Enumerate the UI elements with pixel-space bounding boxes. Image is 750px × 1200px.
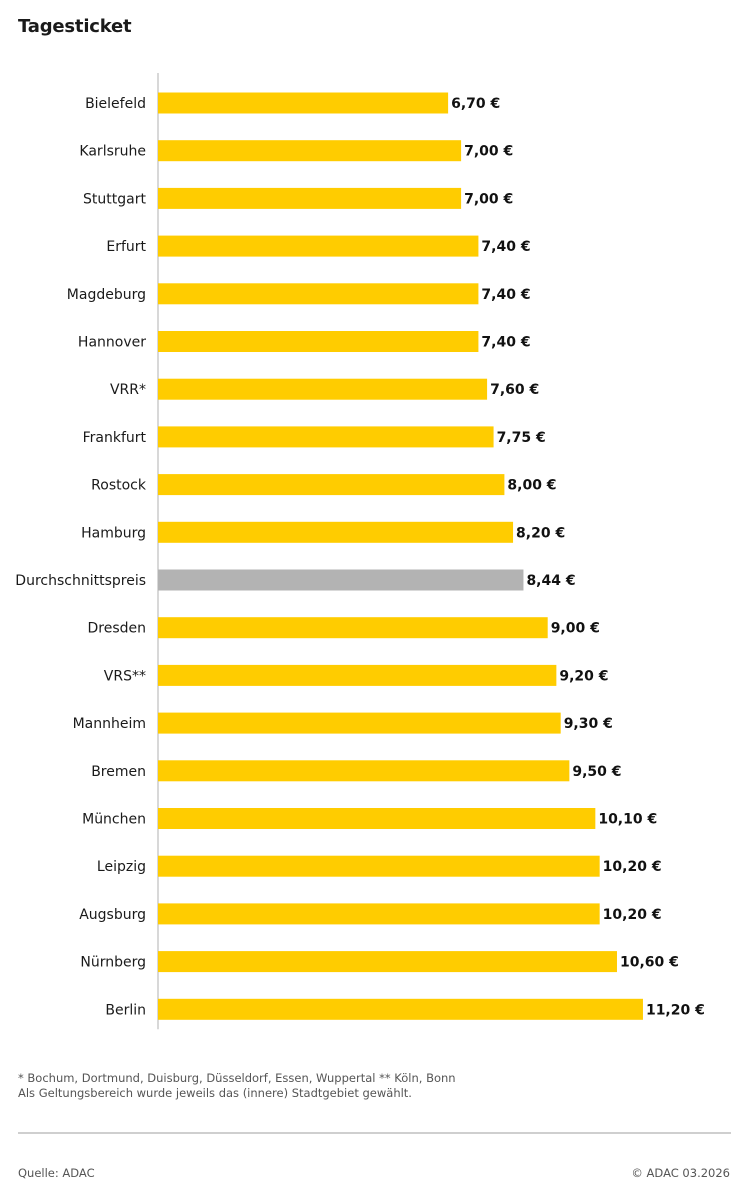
value-label: 8,44 € [526,573,575,589]
category-label: VRR* [110,382,146,398]
value-label: 10,20 € [603,859,662,875]
chart-title: Tagesticket [18,16,132,37]
category-label: Magdeburg [67,287,146,303]
value-label: 7,60 € [490,382,539,398]
price-bar [158,140,462,162]
value-label: 7,00 € [464,191,513,207]
value-label: 9,20 € [559,668,608,684]
source-label: Quelle: ADAC [18,1166,95,1180]
value-label: 10,60 € [620,955,679,971]
price-bar [158,951,617,973]
value-label: 7,40 € [481,287,530,303]
value-label: 9,00 € [551,621,600,637]
price-bar [158,92,449,114]
category-label: Erfurt [106,239,146,255]
category-label: Dresden [87,621,146,637]
value-label: 10,20 € [603,907,662,923]
category-label: Mannheim [73,716,146,732]
category-label: Hamburg [81,525,146,541]
price-bar [158,808,596,829]
value-label: 6,70 € [451,96,500,112]
category-label: Karlsruhe [79,144,146,160]
price-bar [158,283,479,305]
category-label: VRS** [104,668,146,684]
value-label: 7,75 € [497,430,546,446]
bar-chart: Bielefeld 6,70 € Karlsruhe 7,00 € Stuttgart 7… [15,73,705,1030]
price-bar [158,474,505,496]
value-label: 9,50 € [572,764,621,780]
value-label: 10,10 € [598,812,657,828]
footer-divider [18,1132,731,1134]
price-bar [158,187,462,209]
category-label: Frankfurt [83,430,147,446]
category-label: Bremen [91,764,146,780]
category-label: Durchschnittspreis [15,573,146,589]
category-label: Leipzig [97,859,146,875]
price-bar [158,426,494,448]
price-bar [158,712,561,734]
price-bar [158,664,557,686]
value-label: 11,20 € [646,1002,705,1018]
copyright-label: © ADAC 03.2026 [631,1166,730,1180]
category-label: Rostock [91,478,147,494]
footnote-areas: * Bochum, Dortmund, Duisburg, Düsseldorf… [18,1071,456,1085]
price-bar [158,855,600,877]
value-label: 7,00 € [464,144,513,160]
value-label: 7,40 € [481,239,530,255]
price-bar [158,617,548,639]
value-label: 9,30 € [564,716,613,732]
price-bar [158,378,488,400]
category-label: München [82,812,146,828]
value-label: 7,40 € [481,335,530,351]
average-bar [158,569,524,591]
category-label: Bielefeld [85,96,146,112]
category-label: Berlin [105,1002,146,1018]
footnote-scope: Als Geltungsbereich wurde jeweils das (i… [18,1086,412,1100]
price-bar [158,903,600,925]
price-bar [158,998,643,1020]
value-label: 8,20 € [516,525,565,541]
price-bar [158,760,570,782]
category-label: Augsburg [79,907,146,923]
price-bar [158,521,514,543]
price-bar [158,235,479,257]
category-label: Stuttgart [83,191,146,207]
category-label: Hannover [78,335,146,351]
price-bar [158,331,479,352]
category-label: Nürnberg [80,955,146,971]
value-label: 8,00 € [507,478,556,494]
